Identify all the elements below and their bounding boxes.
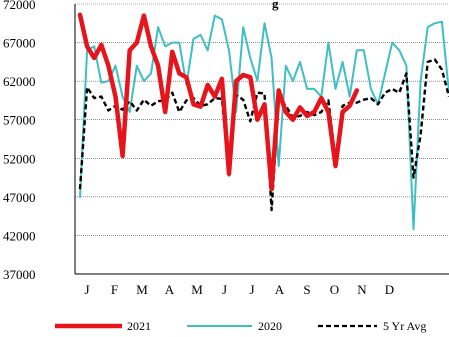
x-tick-label: S [303,282,310,297]
legend-label: 2020 [258,319,282,333]
y-tick-label: 47000 [3,190,36,205]
x-tick-label: M [191,282,203,297]
x-tick-label: J [222,282,227,297]
x-tick-label: A [165,282,175,297]
series-lines [77,12,449,231]
legend: 2021 2020 5 Yr Avg [55,319,426,333]
x-tick-label: O [330,282,339,297]
y-tick-label: 42000 [3,228,36,243]
x-tick-label: J [249,282,254,297]
x-tick-label: M [136,282,148,297]
x-tick-label: D [385,282,394,297]
y-tick-label: 57000 [3,113,36,128]
x-tick-label: A [275,282,285,297]
x-tick-label: F [111,282,118,297]
y-tick-label: 37000 [3,267,36,282]
x-tick-label: N [357,282,367,297]
y-tick-label: 72000 [3,0,36,12]
y-tick-labels: 72000 67000 62000 57000 52000 47000 42000 37000 [3,0,36,282]
y-tick-label: 62000 [3,74,36,89]
axes [74,4,449,275]
series-line-2020 [79,14,449,231]
legend-label: 5 Yr Avg [383,319,426,333]
series-line-5-yr-avg [78,58,449,212]
legend-label: 2021 [127,319,151,333]
chart-title-fragment: g [272,0,279,11]
y-tick-label: 52000 [3,151,36,166]
y-tick-label: 67000 [3,36,36,51]
x-tick-label: J [84,282,89,297]
series-line-2021 [77,12,360,192]
